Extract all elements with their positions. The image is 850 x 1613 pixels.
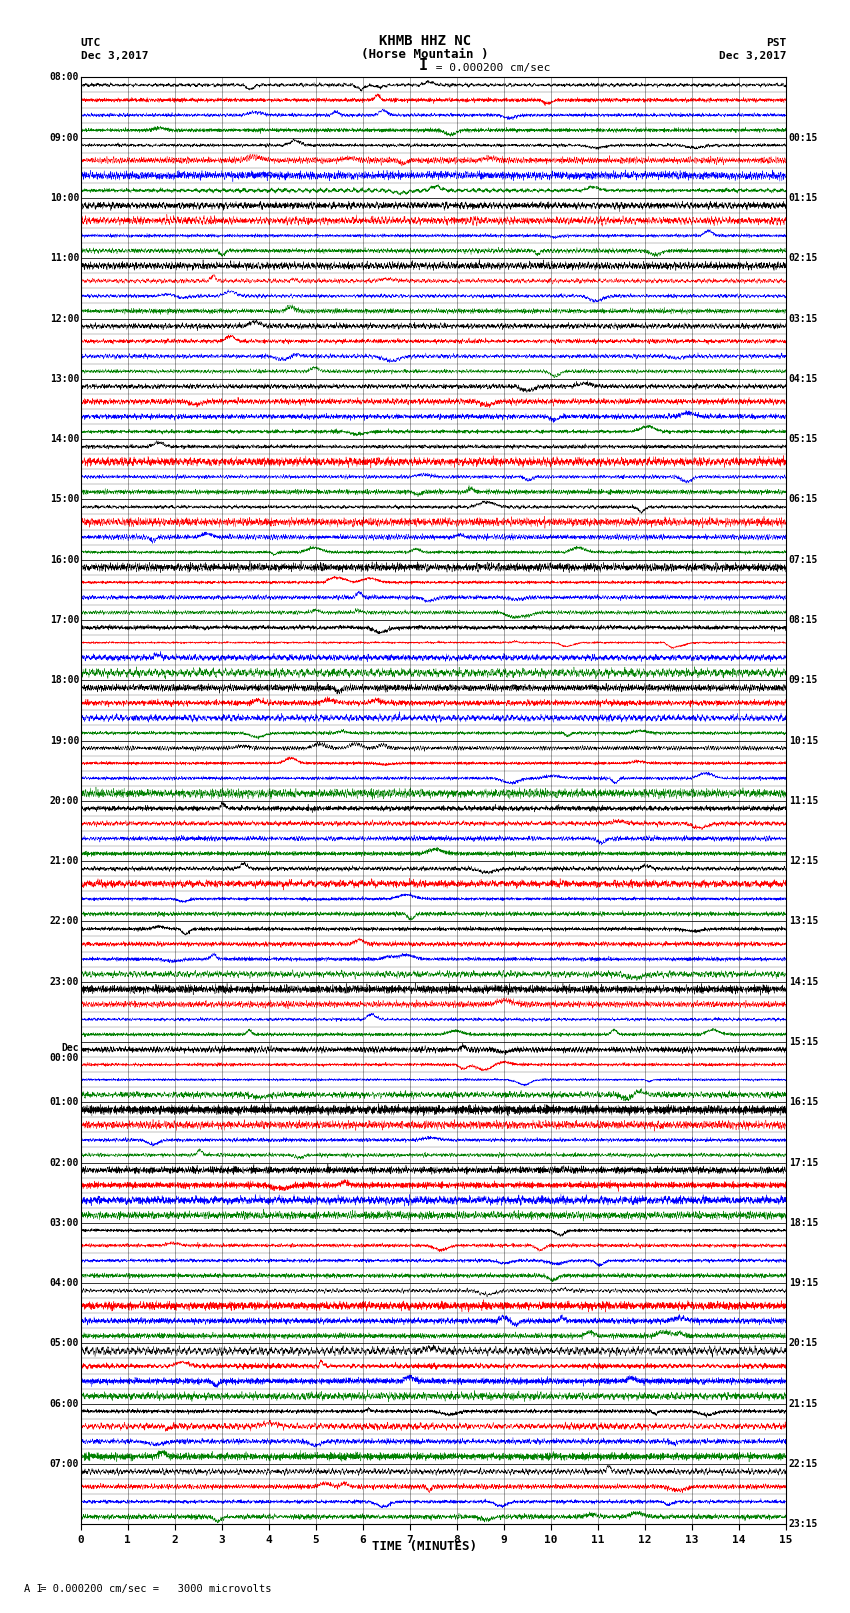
Text: PST: PST bbox=[766, 39, 786, 48]
Text: 09:15: 09:15 bbox=[789, 676, 819, 686]
Text: 14:15: 14:15 bbox=[789, 977, 819, 987]
Text: I: I bbox=[419, 58, 428, 73]
Text: A I: A I bbox=[24, 1584, 42, 1594]
Text: 09:00: 09:00 bbox=[49, 132, 79, 142]
Text: 13:00: 13:00 bbox=[49, 374, 79, 384]
Text: 14:00: 14:00 bbox=[49, 434, 79, 444]
Text: KHMB HHZ NC: KHMB HHZ NC bbox=[379, 34, 471, 48]
Text: 08:00: 08:00 bbox=[49, 73, 79, 82]
Text: = 0.000200 cm/sec =   3000 microvolts: = 0.000200 cm/sec = 3000 microvolts bbox=[34, 1584, 271, 1594]
Text: 13:15: 13:15 bbox=[789, 916, 819, 926]
Text: 04:00: 04:00 bbox=[49, 1277, 79, 1289]
Text: Dec 3,2017: Dec 3,2017 bbox=[81, 52, 148, 61]
Text: 11:15: 11:15 bbox=[789, 795, 819, 806]
Text: 12:00: 12:00 bbox=[49, 313, 79, 324]
Text: 00:00: 00:00 bbox=[49, 1053, 79, 1063]
Text: 06:00: 06:00 bbox=[49, 1398, 79, 1408]
Text: 16:15: 16:15 bbox=[789, 1097, 819, 1107]
Text: 11:00: 11:00 bbox=[49, 253, 79, 263]
Text: 23:00: 23:00 bbox=[49, 977, 79, 987]
Text: 06:15: 06:15 bbox=[789, 495, 819, 505]
Text: 20:15: 20:15 bbox=[789, 1339, 819, 1348]
Text: 07:00: 07:00 bbox=[49, 1460, 79, 1469]
Text: 02:00: 02:00 bbox=[49, 1158, 79, 1168]
Text: 02:15: 02:15 bbox=[789, 253, 819, 263]
Text: 19:00: 19:00 bbox=[49, 736, 79, 745]
Text: UTC: UTC bbox=[81, 39, 101, 48]
Text: 04:15: 04:15 bbox=[789, 374, 819, 384]
Text: Dec 3,2017: Dec 3,2017 bbox=[719, 52, 786, 61]
Text: 03:15: 03:15 bbox=[789, 313, 819, 324]
Text: 20:00: 20:00 bbox=[49, 795, 79, 806]
Text: 00:15: 00:15 bbox=[789, 132, 819, 142]
Text: TIME (MINUTES): TIME (MINUTES) bbox=[372, 1540, 478, 1553]
Text: = 0.000200 cm/sec: = 0.000200 cm/sec bbox=[429, 63, 551, 73]
Text: 18:00: 18:00 bbox=[49, 676, 79, 686]
Text: 05:15: 05:15 bbox=[789, 434, 819, 444]
Text: 01:00: 01:00 bbox=[49, 1097, 79, 1107]
Text: 21:00: 21:00 bbox=[49, 857, 79, 866]
Text: 22:15: 22:15 bbox=[789, 1460, 819, 1469]
Text: 08:15: 08:15 bbox=[789, 615, 819, 624]
Text: 07:15: 07:15 bbox=[789, 555, 819, 565]
Text: 19:15: 19:15 bbox=[789, 1277, 819, 1289]
Text: 10:00: 10:00 bbox=[49, 194, 79, 203]
Text: 15:15: 15:15 bbox=[789, 1037, 819, 1047]
Text: 15:00: 15:00 bbox=[49, 495, 79, 505]
Text: 03:00: 03:00 bbox=[49, 1218, 79, 1227]
Text: 10:15: 10:15 bbox=[789, 736, 819, 745]
Text: (Horse Mountain ): (Horse Mountain ) bbox=[361, 48, 489, 61]
Text: 23:15: 23:15 bbox=[789, 1519, 819, 1529]
Text: 12:15: 12:15 bbox=[789, 857, 819, 866]
Text: 01:15: 01:15 bbox=[789, 194, 819, 203]
Text: Dec: Dec bbox=[61, 1044, 79, 1053]
Text: 22:00: 22:00 bbox=[49, 916, 79, 926]
Text: 17:00: 17:00 bbox=[49, 615, 79, 624]
Text: 05:00: 05:00 bbox=[49, 1339, 79, 1348]
Text: 21:15: 21:15 bbox=[789, 1398, 819, 1408]
Text: 17:15: 17:15 bbox=[789, 1158, 819, 1168]
Text: 18:15: 18:15 bbox=[789, 1218, 819, 1227]
Text: 16:00: 16:00 bbox=[49, 555, 79, 565]
